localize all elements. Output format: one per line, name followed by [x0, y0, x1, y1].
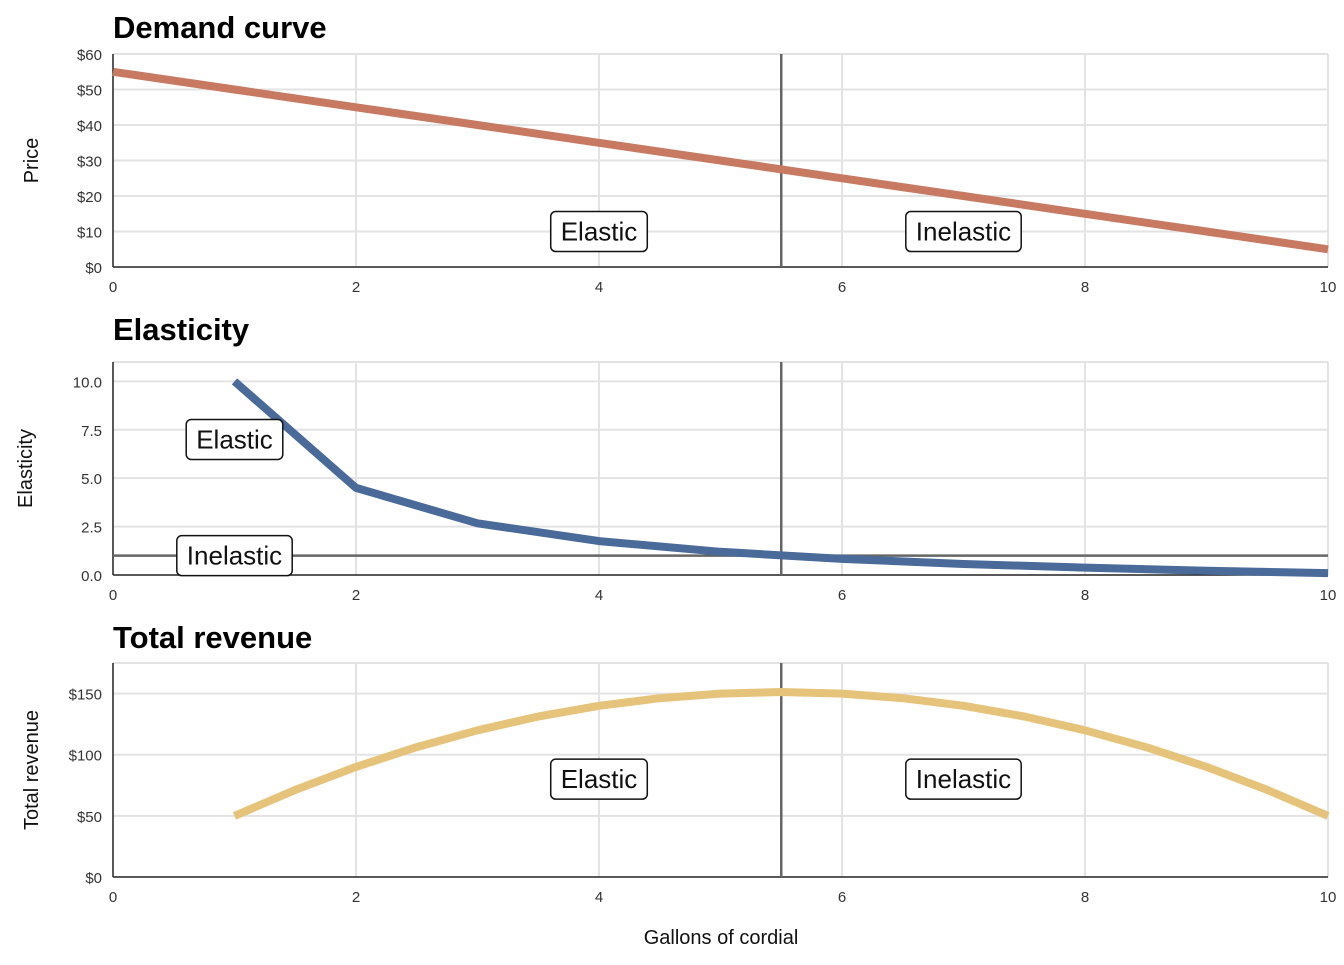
panel-demand-curve: 0 2 4 6 8 10 $0 $10 $20 $30 $40 $50 $60 Demand curve P…	[21, 10, 1336, 296]
panel-demand-curve-y-tick-label: $20	[77, 189, 102, 206]
panel-elasticity-x-tick-label: 10	[1320, 587, 1337, 604]
panel-elasticity-x-tick-label: 8	[1081, 587, 1089, 604]
panel-elasticity-x-tick-label: 6	[838, 587, 846, 604]
panel-elasticity-y-axis-label: Elasticity	[15, 429, 37, 508]
panel-elasticity-annotation-box	[176, 534, 293, 577]
panel-elasticity-y-tick-label: 10.0	[73, 374, 102, 391]
panel-demand-curve-annotation-label: Inelastic	[916, 217, 1011, 247]
panel-demand-curve-y-axis-label: Price	[21, 138, 43, 184]
panel-elasticity: 0 2 4 6 8 10 0.0 2.5 5.0 7.5 10.0 Elasticity Elastic…	[15, 312, 1336, 604]
figure-x-axis-label: Gallons of cordial	[644, 927, 799, 949]
panel-demand-curve-annotation-box	[905, 210, 1022, 253]
panel-elasticity-x-tick-label: 4	[595, 587, 603, 604]
panel-total-revenue-x-tick-label: 2	[352, 889, 360, 906]
panel-total-revenue-y-tick-label: $100	[69, 748, 102, 765]
panel-elasticity-title: Elasticity	[113, 312, 250, 347]
panel-total-revenue: 0 2 4 6 8 10 $0 $50 $100 $150 Total revenue Total r…	[21, 620, 1336, 906]
panel-demand-curve-x-tick-label: 2	[352, 279, 360, 296]
panel-total-revenue-annotation-inelastic: Inelastic	[905, 758, 1022, 800]
panel-elasticity-y-tick-label: 7.5	[81, 423, 102, 440]
panel-total-revenue-y-axis-label: Total revenue	[21, 710, 43, 830]
panel-demand-curve-y-tick-label: $40	[77, 118, 102, 135]
panel-elasticity-y-tick-label: 0.0	[81, 568, 102, 585]
panel-elasticity-y-tick-label: 5.0	[81, 471, 102, 488]
panel-total-revenue-annotation-box	[549, 758, 649, 800]
panel-demand-curve-x-tick-label: 10	[1320, 279, 1337, 296]
panel-total-revenue-title: Total revenue	[113, 620, 312, 655]
panel-total-revenue-annotation-label: Inelastic	[916, 764, 1011, 794]
panel-total-revenue-y-tick-label: $50	[77, 809, 102, 826]
panel-total-revenue-y-tick-label: $0	[85, 870, 102, 887]
panel-total-revenue-x-tick-label: 6	[838, 889, 846, 906]
panel-elasticity-annotation-inelastic: Inelastic	[176, 534, 293, 577]
panel-demand-curve-annotation-label: Elastic	[561, 217, 638, 247]
panel-total-revenue-x-tick-label: 10	[1320, 889, 1337, 906]
panel-demand-curve-x-tick-label: 6	[838, 279, 846, 296]
panel-elasticity-x-tick-label: 0	[109, 587, 117, 604]
panel-demand-curve-y-tick-label: $50	[77, 83, 102, 100]
panel-demand-curve-y-tick-label: $30	[77, 154, 102, 171]
panel-elasticity-annotation-label: Elastic	[196, 424, 273, 454]
panel-total-revenue-x-tick-label: 4	[595, 889, 603, 906]
panel-elasticity-x-tick-label: 2	[352, 587, 360, 604]
panel-demand-curve-annotation-inelastic: Inelastic	[905, 210, 1022, 253]
panel-demand-curve-y-tick-label: $0	[85, 260, 102, 277]
panel-elasticity-annotation-elastic: Elastic	[185, 418, 284, 461]
panel-total-revenue-annotation-elastic: Elastic	[549, 758, 649, 800]
panel-demand-curve-title: Demand curve	[113, 10, 327, 45]
panel-elasticity-y-tick-label: 2.5	[81, 520, 102, 537]
panel-elasticity-annotation-label: Inelastic	[187, 541, 282, 571]
panel-total-revenue-x-tick-label: 8	[1081, 889, 1089, 906]
panel-demand-curve-x-tick-label: 0	[109, 279, 117, 296]
panel-demand-curve-annotation-box	[549, 210, 649, 253]
panel-demand-curve-x-tick-label: 8	[1081, 279, 1089, 296]
panel-total-revenue-series-line	[232, 688, 1330, 820]
panel-demand-curve-y-tick-label: $10	[77, 225, 102, 242]
panel-total-revenue-annotation-box	[905, 758, 1022, 800]
panel-demand-curve-x-tick-label: 4	[595, 279, 603, 296]
panel-elasticity-annotation-box	[185, 418, 284, 461]
panel-total-revenue-x-tick-label: 0	[109, 889, 117, 906]
panel-total-revenue-annotation-label: Elastic	[561, 764, 638, 794]
panel-demand-curve-series-line	[112, 67, 1329, 254]
panel-elasticity-series-line	[231, 378, 1329, 578]
panel-demand-curve-annotation-elastic: Elastic	[549, 210, 649, 253]
panel-demand-curve-y-tick-label: $60	[77, 47, 102, 64]
panel-total-revenue-y-tick-label: $150	[69, 687, 102, 704]
